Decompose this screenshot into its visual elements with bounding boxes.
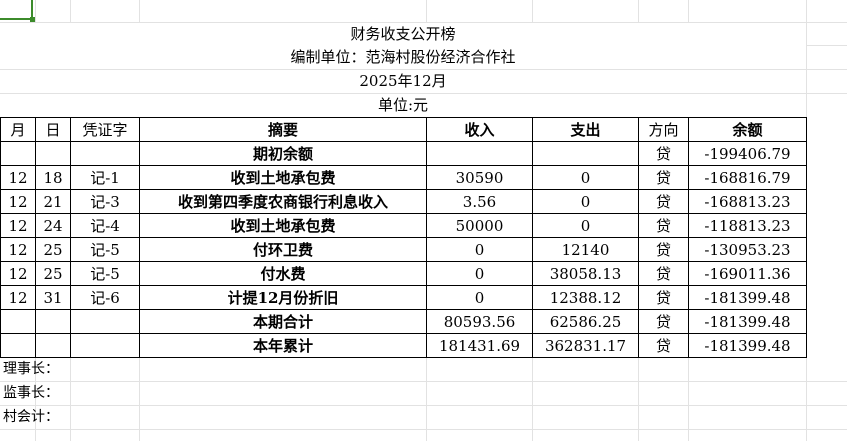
cell-income[interactable]: 3.56: [426, 189, 533, 214]
header-direction[interactable]: 方向: [638, 117, 689, 142]
cell-balance[interactable]: -181399.48: [688, 309, 807, 334]
cell-balance[interactable]: -130953.23: [688, 237, 807, 262]
cell-balance[interactable]: -199406.79: [688, 141, 807, 166]
cell-balance[interactable]: -168813.23: [688, 189, 807, 214]
cell-direction[interactable]: 贷: [638, 237, 689, 262]
cell-day[interactable]: 25: [35, 261, 71, 286]
cell-expense[interactable]: 12140: [532, 237, 639, 262]
cell-day[interactable]: 31: [35, 285, 71, 310]
cell-summary[interactable]: 本期合计: [139, 309, 427, 334]
ledger-table: 月日凭证字 摘要 收入 支出 方向 余额 期初余额贷 -199406.79 12 18 记-1 收到土…: [0, 117, 807, 358]
currency-unit: 单位:元: [0, 94, 806, 117]
cell-day[interactable]: [35, 309, 71, 334]
cell-summary[interactable]: 本年累计: [139, 333, 427, 358]
cell-income[interactable]: 0: [426, 261, 533, 286]
cell-expense[interactable]: [532, 141, 639, 166]
cell-direction[interactable]: 贷: [638, 165, 689, 190]
cell-direction[interactable]: 贷: [638, 213, 689, 238]
header-voucher[interactable]: 凭证字: [70, 117, 140, 142]
cell-day[interactable]: 24: [35, 213, 71, 238]
header-month[interactable]: 月: [0, 117, 36, 142]
cell-summary[interactable]: 付环卫费: [139, 237, 427, 262]
cell-voucher[interactable]: [70, 309, 140, 334]
selected-cell[interactable]: [0, 0, 35, 22]
cell-month[interactable]: 12: [0, 237, 36, 262]
unit-org: 编制单位：范海村股份经济合作社: [0, 46, 806, 69]
table-row: 12 18 记-1 收到土地承包费 30590 0 贷 -168816.79: [0, 165, 807, 190]
header-expense[interactable]: 支出: [532, 117, 639, 142]
table-row: 12 25 记-5 付水费 0 38058.13 贷 -169011.36: [0, 261, 807, 286]
header-day[interactable]: 日: [35, 117, 71, 142]
cell-month[interactable]: 12: [0, 261, 36, 286]
cell-direction[interactable]: 贷: [638, 189, 689, 214]
cell-voucher[interactable]: 记-4: [70, 213, 140, 238]
cell-day[interactable]: 21: [35, 189, 71, 214]
cell-balance[interactable]: -181399.48: [688, 333, 807, 358]
cell-summary[interactable]: 收到第四季度农商银行利息收入: [139, 189, 427, 214]
cell-income[interactable]: 50000: [426, 213, 533, 238]
cell-voucher[interactable]: 记-3: [70, 189, 140, 214]
header-balance[interactable]: 余额: [688, 117, 807, 142]
cell-day[interactable]: [35, 141, 71, 166]
cell-voucher[interactable]: 记-6: [70, 285, 140, 310]
header-row: 月日凭证字 摘要 收入 支出 方向 余额: [0, 117, 807, 142]
cell-income[interactable]: 30590: [426, 165, 533, 190]
period: 2025年12月: [0, 70, 806, 93]
cell-voucher[interactable]: [70, 141, 140, 166]
cell-month[interactable]: 12: [0, 213, 36, 238]
cell-balance[interactable]: -168816.79: [688, 165, 807, 190]
cell-income[interactable]: 80593.56: [426, 309, 533, 334]
cell-voucher[interactable]: [70, 333, 140, 358]
cell-summary[interactable]: 收到土地承包费: [139, 213, 427, 238]
cell-expense[interactable]: 0: [532, 165, 639, 190]
cell-balance[interactable]: -118813.23: [688, 213, 807, 238]
cell-month[interactable]: 12: [0, 189, 36, 214]
table-row: 期初余额 贷 -199406.79: [0, 141, 807, 166]
cell-month[interactable]: [0, 309, 36, 334]
signature-supervisor: 监事长：: [3, 385, 59, 401]
signature-chairman: 理事长：: [3, 361, 59, 377]
cell-expense[interactable]: 12388.12: [532, 285, 639, 310]
cell-day[interactable]: [35, 333, 71, 358]
cell-summary[interactable]: 收到土地承包费: [139, 165, 427, 190]
cell-month[interactable]: 12: [0, 285, 36, 310]
table-row: 12 31 记-6 计提12月份折旧 0 12388.12 贷 -181399.48: [0, 285, 807, 310]
cell-expense[interactable]: 0: [532, 213, 639, 238]
cell-voucher[interactable]: 记-5: [70, 237, 140, 262]
header-income[interactable]: 收入: [426, 117, 533, 142]
cell-month[interactable]: [0, 333, 36, 358]
cell-income[interactable]: 181431.69: [426, 333, 533, 358]
cell-voucher[interactable]: 记-5: [70, 261, 140, 286]
cell-summary[interactable]: 期初余额: [139, 141, 427, 166]
cell-direction[interactable]: 贷: [638, 261, 689, 286]
cell-income[interactable]: 0: [426, 285, 533, 310]
cell-day[interactable]: 25: [35, 237, 71, 262]
cell-month[interactable]: [0, 141, 36, 166]
cell-summary[interactable]: 计提12月份折旧: [139, 285, 427, 310]
table-row: 本年累计 181431.69 362831.17 贷 -181399.48: [0, 333, 807, 358]
cell-voucher[interactable]: 记-1: [70, 165, 140, 190]
cell-income[interactable]: 0: [426, 237, 533, 262]
table-row: 12 21 记-3 收到第四季度农商银行利息收入 3.56 0 贷 -168813.23: [0, 189, 807, 214]
cell-balance[interactable]: -169011.36: [688, 261, 807, 286]
cell-expense[interactable]: 362831.17: [532, 333, 639, 358]
table-row: 12 24 记-4 收到土地承包费 50000 0 贷 -118813.23: [0, 213, 807, 238]
cell-balance[interactable]: -181399.48: [688, 285, 807, 310]
cell-direction[interactable]: 贷: [638, 333, 689, 358]
cell-direction[interactable]: 贷: [638, 285, 689, 310]
table-row: 本期合计 80593.56 62586.25 贷 -181399.48: [0, 309, 807, 334]
cell-expense[interactable]: 0: [532, 189, 639, 214]
table-row: 12 25 记-5 付环卫费 0 12140 贷 -130953.23: [0, 237, 807, 262]
cell-month[interactable]: 12: [0, 165, 36, 190]
cell-expense[interactable]: 62586.25: [532, 309, 639, 334]
cell-day[interactable]: 18: [35, 165, 71, 190]
sheet-title: 财务收支公开榜: [0, 23, 806, 46]
cell-direction[interactable]: 贷: [638, 309, 689, 334]
signature-accountant: 村会计：: [3, 409, 59, 425]
cell-direction[interactable]: 贷: [638, 141, 689, 166]
cell-summary[interactable]: 付水费: [139, 261, 427, 286]
header-summary[interactable]: 摘要: [139, 117, 427, 142]
cell-income[interactable]: [426, 141, 533, 166]
cell-expense[interactable]: 38058.13: [532, 261, 639, 286]
